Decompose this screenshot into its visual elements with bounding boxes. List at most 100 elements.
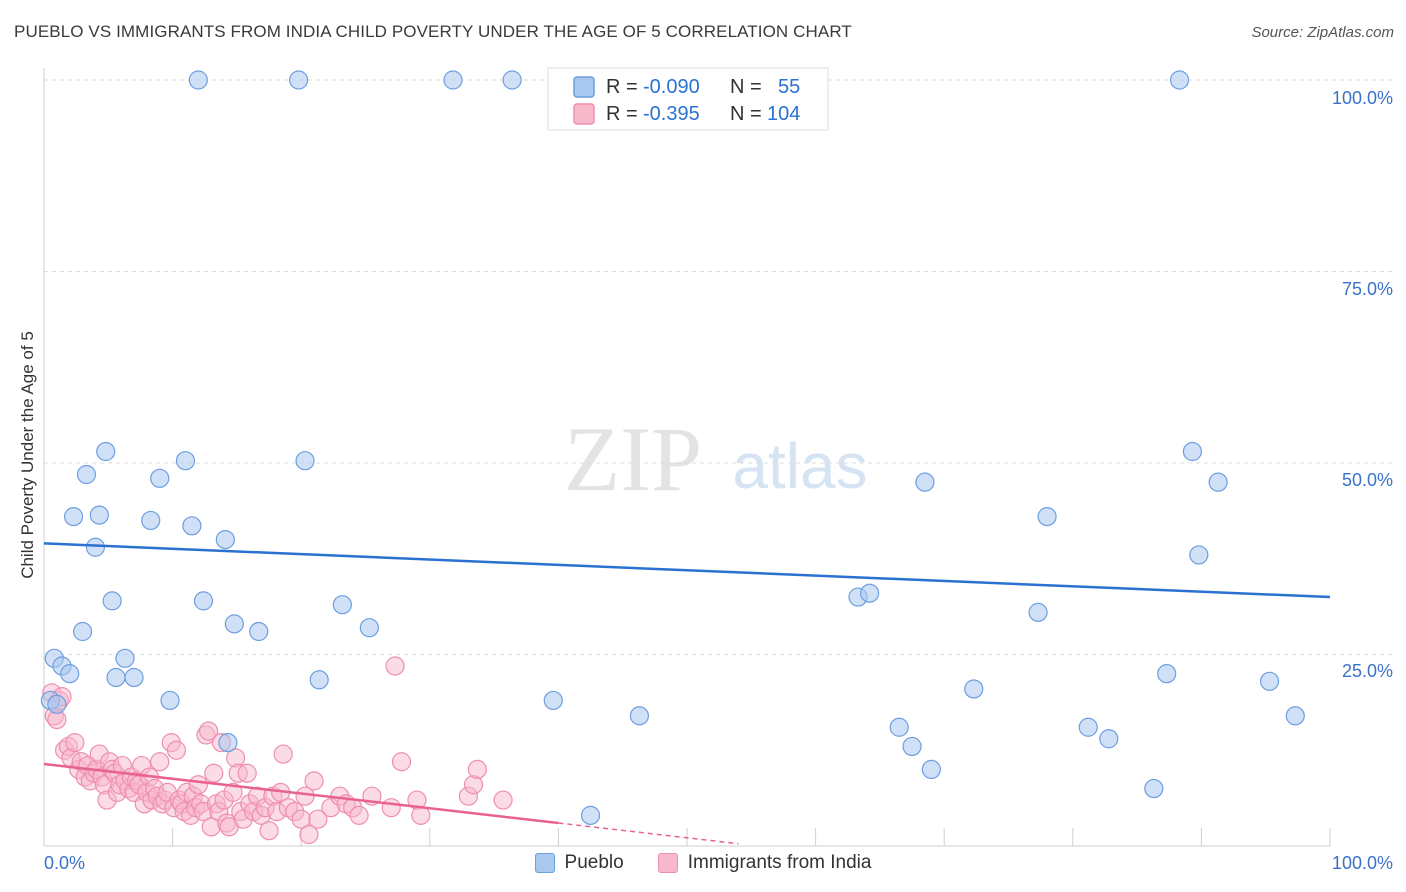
chart-title: PUEBLO VS IMMIGRANTS FROM INDIA CHILD PO… bbox=[14, 22, 852, 41]
pueblo-point bbox=[1157, 664, 1177, 684]
source-credit: Source: ZipAtlas.com bbox=[1251, 24, 1394, 41]
pueblo-swatch bbox=[534, 853, 555, 873]
axes bbox=[43, 68, 1331, 847]
legend-r-label: R = bbox=[606, 103, 638, 125]
legend-n-label: N = bbox=[730, 76, 762, 98]
x-tick-label: 0.0% bbox=[44, 853, 85, 873]
india-point bbox=[349, 805, 369, 825]
india-point bbox=[199, 721, 219, 741]
pueblo-point bbox=[188, 70, 208, 90]
legend-r-value: -0.090 bbox=[643, 76, 700, 98]
pueblo-point bbox=[332, 595, 352, 615]
pueblo-point bbox=[60, 664, 80, 684]
trend-lines bbox=[43, 542, 1331, 845]
pueblo-point bbox=[1189, 545, 1209, 565]
india-point bbox=[304, 771, 324, 791]
india-trend-extension bbox=[558, 822, 739, 845]
pueblo-point bbox=[964, 679, 984, 699]
india-point bbox=[391, 752, 412, 772]
correlation-legend: R = -0.090 N = 55 R = -0.395 N = 104 bbox=[547, 67, 829, 131]
pueblo-point bbox=[1169, 70, 1190, 90]
india-point bbox=[166, 740, 187, 760]
legend-swatch-pueblo bbox=[573, 76, 595, 98]
india-point bbox=[381, 798, 401, 818]
tick-labels: 100.0% 75.0% 50.0% 25.0% 0.0% 100.0% bbox=[44, 88, 1393, 873]
pueblo-point bbox=[76, 464, 97, 485]
pueblo-point bbox=[295, 451, 315, 471]
pueblo-point bbox=[124, 667, 144, 688]
india-trend-line bbox=[43, 762, 559, 825]
pueblo-points bbox=[40, 70, 1305, 825]
pueblo-point bbox=[629, 706, 650, 726]
pueblo-point bbox=[1028, 602, 1048, 622]
y-tick-label: 25.0% bbox=[1342, 661, 1393, 681]
gridlines bbox=[44, 79, 1393, 655]
pueblo-point bbox=[1182, 441, 1202, 462]
pueblo-point bbox=[63, 507, 84, 527]
pueblo-point bbox=[902, 736, 922, 757]
pueblo-point bbox=[96, 441, 116, 462]
pueblo-point bbox=[921, 759, 941, 780]
y-tick-label: 100.0% bbox=[1332, 88, 1393, 108]
pueblo-point bbox=[1144, 778, 1164, 799]
pueblo-point bbox=[1259, 671, 1280, 691]
india-point bbox=[259, 821, 279, 841]
pueblo-point bbox=[1078, 717, 1098, 737]
pueblo-point bbox=[289, 70, 309, 90]
legend-swatch-india bbox=[573, 103, 595, 125]
legend-label-india: Immigrants from India bbox=[687, 852, 872, 873]
pueblo-point bbox=[502, 70, 522, 90]
y-tick-label: 75.0% bbox=[1342, 279, 1393, 299]
pueblo-point bbox=[1208, 472, 1228, 492]
pueblo-point bbox=[72, 621, 93, 642]
india-point bbox=[150, 752, 170, 772]
pueblo-point bbox=[1099, 729, 1119, 749]
legend-r-value: -0.395 bbox=[643, 103, 700, 125]
india-point bbox=[493, 790, 513, 810]
pueblo-trend-line bbox=[43, 542, 1331, 599]
watermark-zip: ZIP bbox=[564, 408, 702, 510]
pueblo-point bbox=[580, 805, 601, 825]
series-legend: Pueblo Immigrants from India bbox=[0, 852, 1406, 874]
pueblo-point bbox=[218, 732, 238, 753]
pueblo-point bbox=[160, 690, 180, 711]
legend-n-value: 55 bbox=[778, 76, 800, 98]
india-point bbox=[223, 782, 243, 802]
legend-item-india[interactable]: Immigrants from India bbox=[657, 852, 872, 874]
india-point bbox=[237, 763, 257, 783]
india-point bbox=[204, 763, 224, 783]
india-swatch bbox=[657, 853, 678, 873]
india-point bbox=[299, 824, 319, 845]
pueblo-point bbox=[106, 667, 126, 688]
pueblo-point bbox=[175, 451, 196, 471]
pueblo-point bbox=[443, 70, 463, 90]
india-point bbox=[467, 759, 487, 780]
pueblo-point bbox=[89, 505, 109, 525]
legend-r-label: R = bbox=[606, 76, 638, 98]
pueblo-point bbox=[1285, 706, 1305, 726]
watermark: ZIP atlas bbox=[564, 408, 868, 510]
legend-label-pueblo: Pueblo bbox=[564, 852, 624, 873]
legend-n-value: 104 bbox=[767, 103, 800, 125]
pueblo-point bbox=[215, 529, 235, 550]
pueblo-point bbox=[47, 694, 67, 714]
pueblo-point bbox=[543, 690, 563, 711]
pueblo-point bbox=[224, 614, 244, 634]
pueblo-point bbox=[150, 468, 170, 488]
pueblo-point bbox=[249, 621, 269, 642]
pueblo-point bbox=[915, 472, 935, 492]
pueblo-point bbox=[860, 583, 880, 603]
pueblo-point bbox=[889, 717, 909, 737]
legend-item-pueblo[interactable]: Pueblo bbox=[534, 852, 624, 874]
pueblo-point bbox=[1037, 507, 1057, 527]
pueblo-point bbox=[85, 537, 106, 557]
india-point bbox=[308, 809, 328, 829]
y-tick-label: 50.0% bbox=[1342, 470, 1393, 490]
watermark-atlas: atlas bbox=[732, 430, 867, 502]
x-tick-label: 100.0% bbox=[1332, 853, 1393, 873]
pueblo-point bbox=[309, 670, 329, 690]
pueblo-point bbox=[182, 516, 202, 536]
india-point bbox=[65, 732, 85, 753]
pueblo-point bbox=[193, 591, 214, 611]
